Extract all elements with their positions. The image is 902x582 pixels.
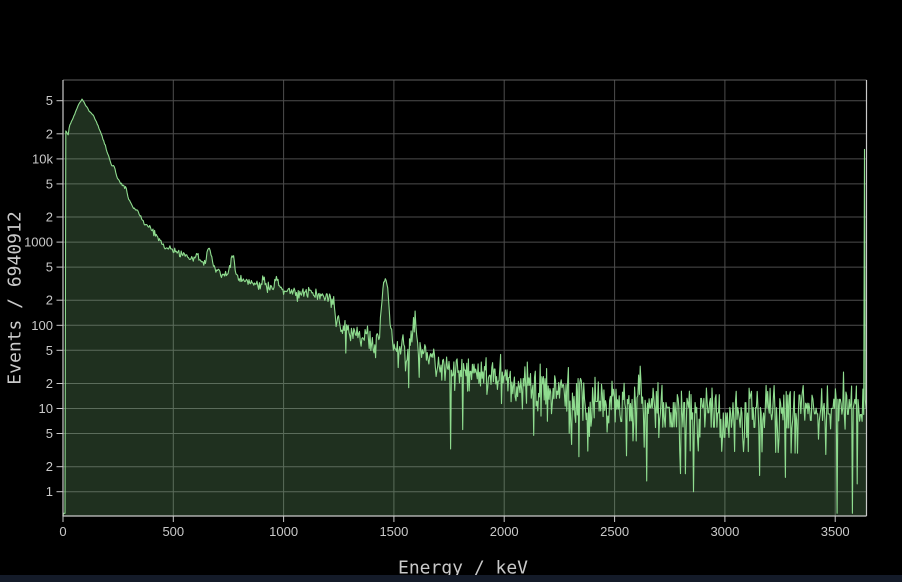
x-tick-label: 3500 <box>821 524 850 539</box>
x-tick-label: 2000 <box>490 524 519 539</box>
x-tick-label: 1500 <box>379 524 408 539</box>
x-axis-title: Energy / keV <box>397 557 529 579</box>
y-tick-label: 1000 <box>24 235 53 250</box>
x-tick-label: 0 <box>59 524 66 539</box>
y-tick-label: 2 <box>46 126 53 141</box>
y-tick-label: 2 <box>46 459 53 474</box>
y-tick-label: 100 <box>31 318 53 333</box>
y-tick-label: 5 <box>46 260 53 275</box>
spectrum-line[interactable] <box>62 98 867 517</box>
y-tick-label: 2 <box>46 376 53 391</box>
taskbar-strip <box>0 575 902 582</box>
y-tick-label: 2 <box>46 293 53 308</box>
y-tick-label: 5 <box>46 343 53 358</box>
x-tick-label: 500 <box>162 524 184 539</box>
y-tick-label: 10k <box>32 151 53 166</box>
y-axis-title: Events / 6940912 <box>4 211 26 385</box>
y-tick-label: 10 <box>39 401 53 416</box>
y-tick-label: 1 <box>46 484 53 499</box>
y-tick-label: 5 <box>46 176 53 191</box>
x-tick-label: 1000 <box>269 524 298 539</box>
x-tick-label: 2500 <box>600 524 629 539</box>
spectrum-fill <box>63 99 867 516</box>
y-tick-label: 5 <box>46 93 53 108</box>
x-tick-label: 3000 <box>710 524 739 539</box>
y-tick-label: 2 <box>46 210 53 225</box>
y-tick-label: 5 <box>46 426 53 441</box>
